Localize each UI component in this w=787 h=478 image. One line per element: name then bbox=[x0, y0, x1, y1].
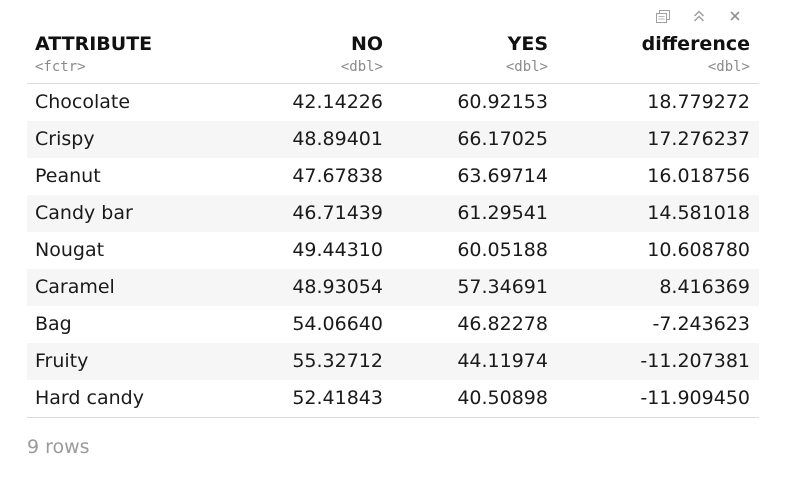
no-cell: 48.89401 bbox=[292, 128, 383, 150]
column-header-yes[interactable]: YES <dbl> bbox=[506, 30, 548, 76]
attribute-cell: Bag bbox=[35, 313, 72, 335]
yes-cell: 61.29541 bbox=[457, 202, 548, 224]
attribute-cell: Hard candy bbox=[35, 387, 144, 409]
difference-cell: 16.018756 bbox=[647, 165, 750, 187]
no-cell: 55.32712 bbox=[292, 350, 383, 372]
column-header-difference[interactable]: difference <dbl> bbox=[642, 30, 750, 76]
table-bottom-rule bbox=[27, 417, 759, 418]
column-header-no[interactable]: NO <dbl> bbox=[341, 30, 383, 76]
attribute-cell: Peanut bbox=[35, 165, 101, 187]
copy-icon[interactable] bbox=[653, 6, 673, 26]
attribute-cell: Nougat bbox=[35, 239, 105, 261]
yes-cell: 63.69714 bbox=[457, 165, 548, 187]
column-type: <dbl> bbox=[505, 59, 548, 75]
yes-cell: 46.82278 bbox=[457, 313, 548, 335]
no-cell: 48.93054 bbox=[292, 276, 383, 298]
difference-cell: -7.243623 bbox=[652, 313, 750, 335]
viewer-toolbar bbox=[650, 6, 750, 26]
table-row: Fruity 55.32712 44.11974 -11.207381 bbox=[27, 343, 759, 380]
difference-cell: -11.207381 bbox=[640, 350, 750, 372]
column-name: ATTRIBUTE bbox=[35, 33, 153, 55]
column-type: <fctr> bbox=[35, 59, 86, 75]
no-cell: 46.71439 bbox=[292, 202, 383, 224]
collapse-icon[interactable] bbox=[689, 6, 709, 26]
attribute-cell: Chocolate bbox=[35, 91, 131, 113]
no-cell: 42.14226 bbox=[292, 91, 383, 113]
data-table: ATTRIBUTE <fctr> NO <dbl> YES <dbl> diff… bbox=[27, 30, 759, 418]
difference-cell: -11.909450 bbox=[640, 387, 750, 409]
attribute-cell: Crispy bbox=[35, 128, 95, 150]
table-row: Hard candy 52.41843 40.50898 -11.909450 bbox=[27, 380, 759, 417]
no-cell: 47.67838 bbox=[292, 165, 383, 187]
row-count-footer: 9 rows bbox=[27, 436, 90, 458]
no-cell: 49.44310 bbox=[292, 239, 383, 261]
difference-cell: 18.779272 bbox=[647, 91, 750, 113]
yes-cell: 60.05188 bbox=[457, 239, 548, 261]
difference-cell: 10.608780 bbox=[647, 239, 750, 261]
column-name: NO bbox=[350, 33, 383, 55]
close-icon[interactable] bbox=[725, 6, 745, 26]
yes-cell: 57.34691 bbox=[457, 276, 548, 298]
column-type: <dbl> bbox=[340, 59, 383, 75]
attribute-cell: Candy bar bbox=[35, 202, 133, 224]
difference-cell: 8.416369 bbox=[659, 276, 750, 298]
table-row: Chocolate 42.14226 60.92153 18.779272 bbox=[27, 84, 759, 121]
table-header: ATTRIBUTE <fctr> NO <dbl> YES <dbl> diff… bbox=[27, 30, 759, 84]
table-row: Caramel 48.93054 57.34691 8.416369 bbox=[27, 269, 759, 306]
table-row: Nougat 49.44310 60.05188 10.608780 bbox=[27, 232, 759, 269]
column-name: difference bbox=[641, 33, 750, 55]
difference-cell: 17.276237 bbox=[647, 128, 750, 150]
column-header-attribute[interactable]: ATTRIBUTE <fctr> bbox=[35, 30, 152, 76]
column-name: YES bbox=[507, 33, 548, 55]
column-type: <dbl> bbox=[707, 59, 750, 75]
difference-cell: 14.581018 bbox=[647, 202, 750, 224]
table-row: Peanut 47.67838 63.69714 16.018756 bbox=[27, 158, 759, 195]
attribute-cell: Fruity bbox=[35, 350, 89, 372]
table-row: Crispy 48.89401 66.17025 17.276237 bbox=[27, 121, 759, 158]
no-cell: 52.41843 bbox=[292, 387, 383, 409]
yes-cell: 44.11974 bbox=[457, 350, 548, 372]
attribute-cell: Caramel bbox=[35, 276, 115, 298]
table-row: Candy bar 46.71439 61.29541 14.581018 bbox=[27, 195, 759, 232]
yes-cell: 66.17025 bbox=[457, 128, 548, 150]
yes-cell: 40.50898 bbox=[457, 387, 548, 409]
yes-cell: 60.92153 bbox=[457, 91, 548, 113]
table-row: Bag 54.06640 46.82278 -7.243623 bbox=[27, 306, 759, 343]
no-cell: 54.06640 bbox=[292, 313, 383, 335]
